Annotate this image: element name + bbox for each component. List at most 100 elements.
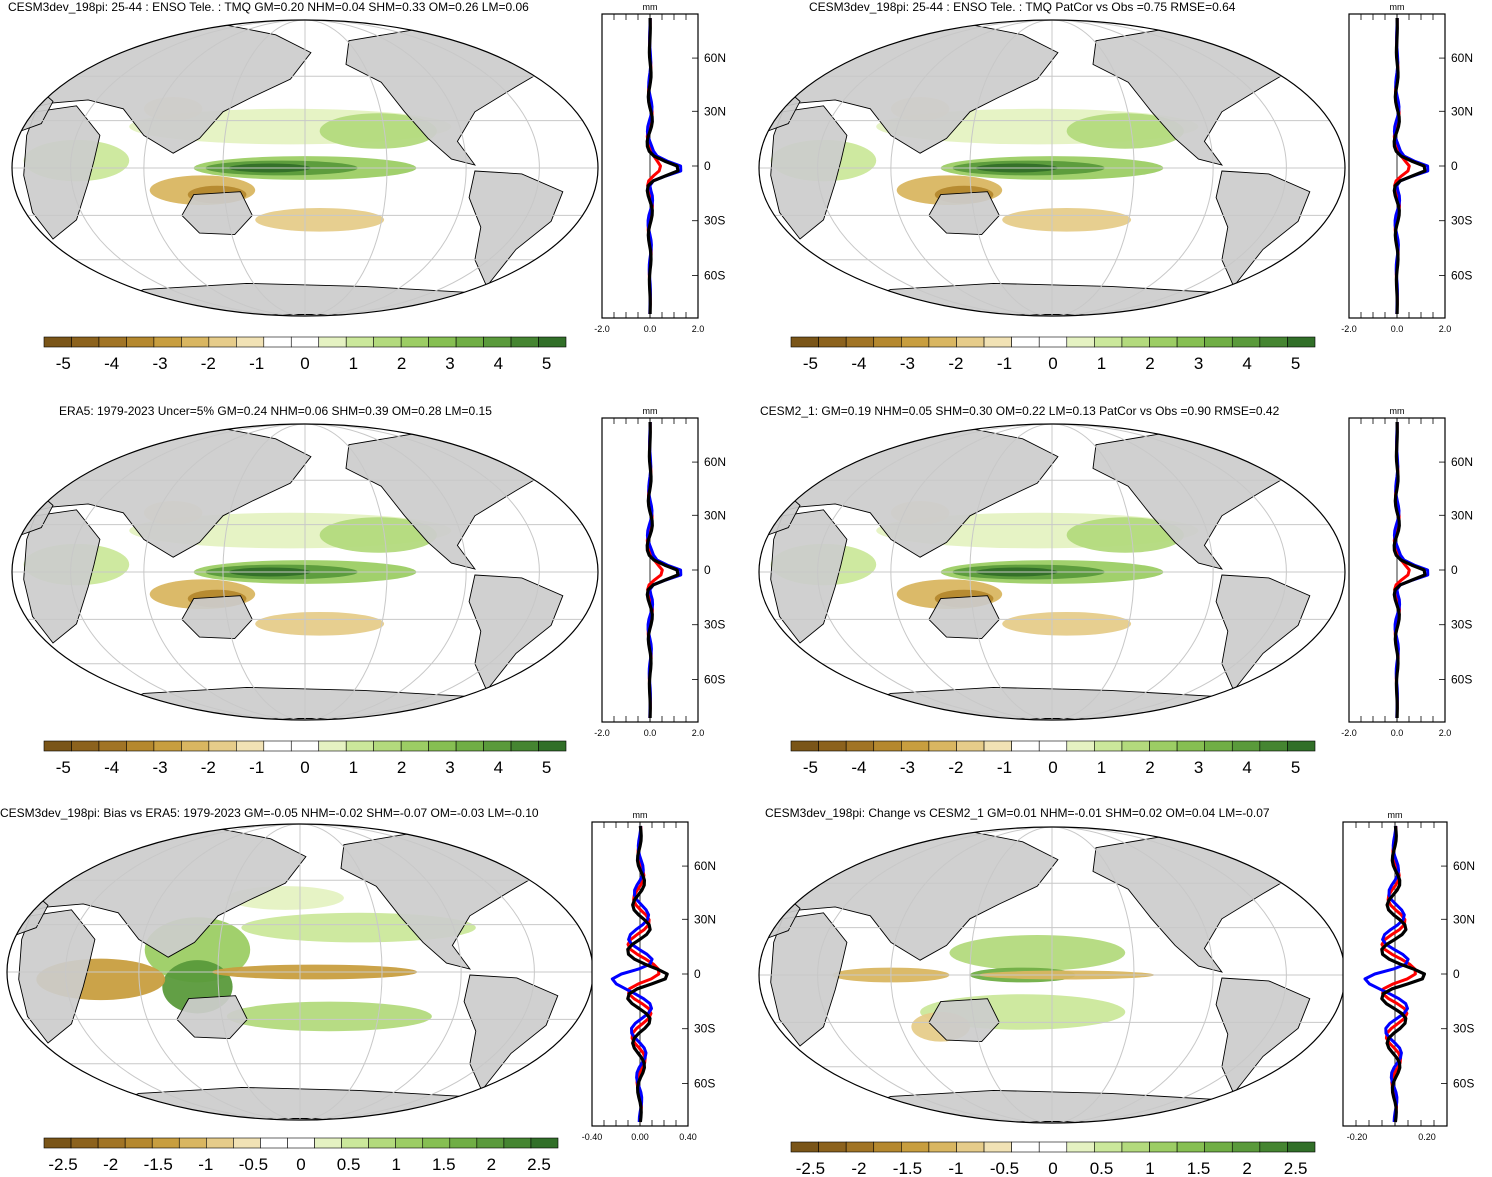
colorbar-swatch	[1287, 336, 1316, 348]
graticule-lon	[1051, 19, 1214, 317]
colorbar-label: -2	[201, 758, 216, 777]
colorbar-swatch	[983, 336, 1012, 348]
colorbar-swatch	[818, 336, 847, 348]
colorbar-label: 3	[445, 354, 454, 373]
colorbar-swatch	[1038, 1141, 1068, 1153]
colorbar-label: 3	[445, 758, 454, 777]
colorbar-swatch	[1038, 740, 1068, 752]
profile-lat-label-0: 0	[704, 159, 711, 173]
colorbar-label: -3	[152, 354, 167, 373]
graticule-lon	[304, 423, 467, 721]
profile-unit: mm	[643, 2, 658, 12]
graticule-lon	[304, 423, 540, 721]
graticule-lon	[304, 19, 388, 317]
colorbar-6: -2.5 -2 -1.5 -1 -0.5 0 0.5 1 1.5 2 2.5	[790, 1141, 1316, 1177]
profile-unit: mm	[1390, 2, 1405, 12]
anomaly-spcz-dry	[255, 207, 385, 232]
colorbar-label: -1	[997, 758, 1012, 777]
profile-lat-label-30s: 30S	[1451, 214, 1472, 228]
colorbar-label: 2.5	[1284, 1159, 1308, 1177]
panel-title-6: CESM3dev_198pi: Change vs CESM2_1 GM=0.0…	[765, 806, 1270, 820]
colorbar-swatch	[1094, 740, 1123, 752]
graticule-lon	[217, 823, 301, 1121]
profile-x-label: -2.0	[594, 324, 610, 334]
colorbar-swatch	[901, 740, 930, 752]
colorbar-swatch	[1176, 740, 1205, 752]
colorbar-swatch	[1204, 1141, 1233, 1153]
graticule-lon	[1051, 19, 1135, 317]
colorbar-swatch	[395, 1137, 424, 1149]
profile-x-label: -2.0	[1341, 728, 1357, 738]
profile-lat-label-60n: 60N	[1451, 51, 1473, 65]
profile-x-label: -0.20	[1347, 1132, 1368, 1142]
zonal-profile-4: mm 60N 30N 0 30S 60S -2.0 0.0 2.0	[1341, 406, 1473, 738]
anomaly-spcz-dry	[255, 611, 385, 636]
profile-lat-label-30s: 30S	[1453, 1022, 1474, 1036]
colorbar-label: 4	[494, 758, 503, 777]
colorbar-swatch	[43, 336, 72, 348]
colorbar-swatch	[422, 1137, 451, 1149]
colorbar-label: 1	[391, 1155, 400, 1174]
profile-lat-label-60s: 60S	[1451, 672, 1472, 686]
colorbar-label: 2	[397, 758, 406, 777]
graticule-lon	[1051, 423, 1214, 721]
continent-africa	[23, 509, 101, 644]
colorbar-swatch	[790, 336, 819, 348]
graticule-lon	[222, 423, 306, 721]
profile-lat-label-60s: 60S	[1453, 1076, 1474, 1090]
colorbar-swatch	[530, 1137, 559, 1149]
colorbar-swatch	[983, 740, 1012, 752]
zonal-profile-3: mm 60N 30N 0 30S 60S -2.0 0.0 2.0	[594, 406, 726, 738]
profile-x-label: 0.0	[1391, 728, 1404, 738]
continent-samerica	[1215, 977, 1311, 1095]
profile-x-label: 2.0	[692, 728, 705, 738]
zonal-profile-6: mm 60N 30N 0 30S 60S -0.20 0.20	[1342, 810, 1475, 1142]
map-panel-4	[758, 423, 1346, 721]
colorbar-label: -2.5	[796, 1159, 825, 1177]
anomaly-central-pacific	[319, 517, 437, 553]
colorbar-label: 2	[397, 354, 406, 373]
profile-lat-label-30s: 30S	[1451, 618, 1472, 632]
graticule-lon	[299, 823, 383, 1121]
colorbar-swatch	[928, 740, 957, 752]
map-frame	[758, 19, 1346, 317]
colorbar-swatch	[956, 740, 985, 752]
graticule-lon	[1051, 19, 1287, 317]
colorbar-swatch	[1149, 336, 1178, 348]
colorbar-swatch	[1176, 336, 1205, 348]
profile-lat-label-30n: 30N	[1451, 508, 1473, 522]
colorbar-swatch	[151, 1137, 180, 1149]
colorbar-swatch	[449, 1137, 478, 1149]
colorbar-label: 5	[542, 758, 551, 777]
colorbar-swatch	[1287, 1141, 1316, 1153]
colorbar-label: 1.5	[432, 1155, 456, 1174]
colorbar-swatch	[483, 740, 512, 752]
anomaly-central-pacific	[1066, 113, 1184, 149]
colorbar-swatch	[290, 740, 320, 752]
colorbar-label: 4	[1242, 354, 1251, 373]
graticule-lon	[969, 826, 1053, 1124]
colorbar-swatch	[455, 740, 484, 752]
anomaly-central-pacific	[1066, 517, 1184, 553]
profile-lat-label-60s: 60S	[704, 268, 725, 282]
profile-lat-label-0: 0	[1451, 563, 1458, 577]
graticule-lon	[817, 826, 1053, 1124]
colorbar-swatch	[314, 1137, 342, 1149]
profile-x-label: 0.00	[631, 1132, 649, 1142]
profile-unit: mm	[643, 406, 658, 416]
colorbar-swatch	[341, 1137, 369, 1149]
colorbar-label: 0.5	[1090, 1159, 1114, 1177]
graticule-lon	[1051, 423, 1287, 721]
profile-lat-label-30s: 30S	[704, 618, 725, 632]
profile-lat-label-60n: 60N	[704, 455, 726, 469]
colorbar-swatch	[263, 740, 292, 752]
map-panel-1	[11, 19, 599, 317]
colorbar-swatch	[318, 336, 347, 348]
profile-x-label: 0.0	[1391, 324, 1404, 334]
colorbar-label: 2	[1145, 758, 1154, 777]
colorbar-swatch	[71, 740, 100, 752]
colorbar-label: -1	[997, 354, 1012, 373]
graticule-lon	[817, 423, 1053, 721]
graticule-lon	[299, 823, 462, 1121]
colorbar-swatch	[1011, 740, 1040, 752]
